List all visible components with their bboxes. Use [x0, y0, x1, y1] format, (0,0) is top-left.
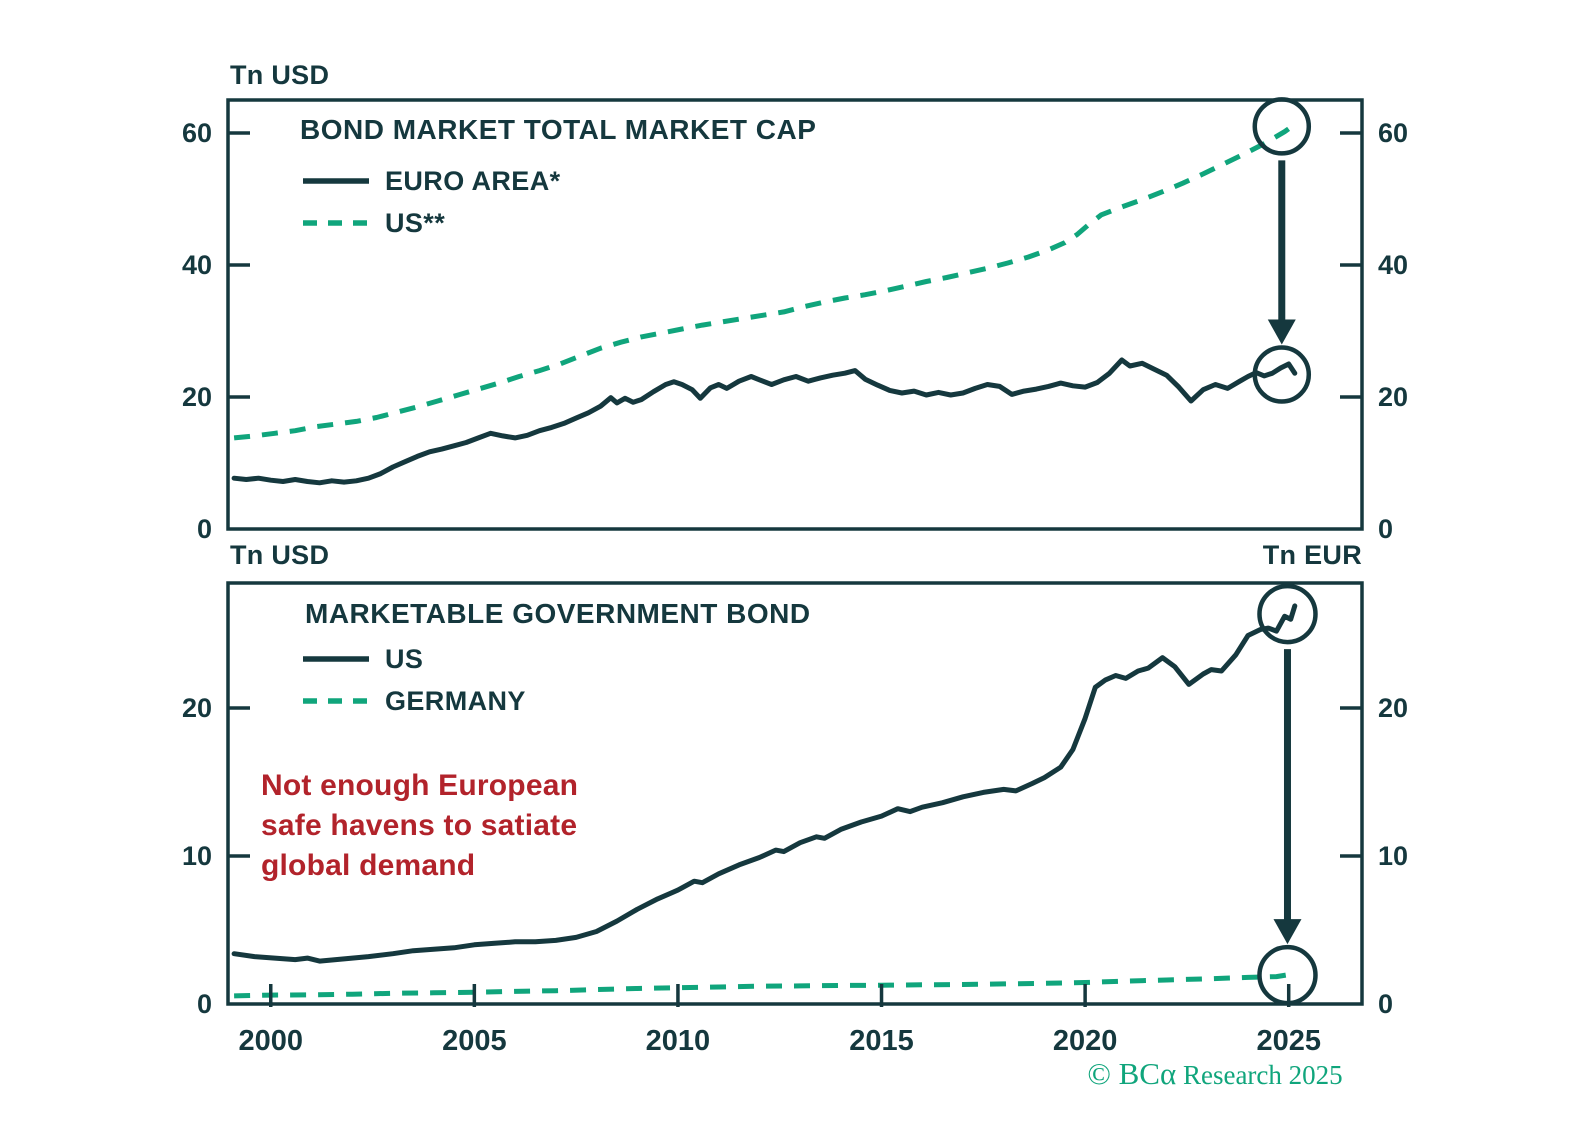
y-tick-label-left: 60 [182, 118, 212, 148]
y-tick-label-right: 10 [1378, 841, 1408, 871]
germany-line [234, 971, 1296, 999]
legend-label: US** [385, 207, 446, 238]
y-tick-label-right: 40 [1378, 250, 1408, 280]
legend-label: GERMANY [385, 685, 526, 716]
y-tick-label-right: 60 [1378, 118, 1408, 148]
plot-border [226, 98, 1364, 531]
y-tick-label-right: 20 [1378, 693, 1408, 723]
bca-logo: © BCα [1087, 1056, 1177, 1091]
legend-line-sample [303, 178, 369, 184]
y-tick-label-left: 0 [197, 514, 212, 544]
y-tick-label-left: 0 [197, 989, 212, 1019]
source-credit-text: Research 2025 [1176, 1060, 1343, 1090]
x-tick-label: 2015 [849, 1025, 914, 1057]
x-tick-label: 2010 [646, 1025, 711, 1057]
comparison-arrow-head [1273, 919, 1302, 945]
legend-item-germany: GERMANY [303, 680, 526, 722]
us-line [231, 603, 1298, 964]
bottom-chart-unit-label-right: Tn EUR [1262, 540, 1362, 570]
top-chart-title: BOND MARKET TOTAL MARKET CAP [300, 114, 817, 145]
legend-line-sample [303, 220, 369, 226]
y-tick-label-left: 40 [182, 250, 212, 280]
y-tick-label-right: 0 [1378, 989, 1393, 1019]
endpoint-circle-euro-area [1252, 345, 1312, 404]
endpoint-circle-us [1257, 583, 1318, 645]
legend-label: EURO AREA* [385, 165, 561, 196]
legend-item-euro-area: EURO AREA* [303, 160, 561, 202]
legend-item-us: US [303, 638, 526, 680]
bottom-chart-title: MARKETABLE GOVERNMENT BOND [305, 598, 811, 629]
top-chart-legend: EURO AREA* US** [303, 160, 561, 244]
endpoint-circle-us [1252, 97, 1312, 156]
y-tick-label-right: 20 [1378, 382, 1408, 412]
y-tick-label-left: 10 [182, 841, 212, 871]
y-tick-label-left: 20 [182, 693, 212, 723]
top-chart-unit-label-left: Tn USD [230, 60, 330, 90]
annotation-not-enough-safe-havens: Not enough European safe havens to satia… [261, 769, 579, 882]
legend-label: US [385, 643, 424, 674]
bottom-chart-legend: US GERMANY [303, 638, 526, 722]
legend-line-sample [303, 656, 369, 662]
y-tick-label-right: 0 [1378, 514, 1393, 544]
legend-item-us: US** [303, 202, 561, 244]
x-tick-label: 2005 [442, 1025, 507, 1057]
euro-area-line [231, 357, 1298, 486]
source-credit: © BCα Research 2025 [1020, 1056, 1410, 1092]
comparison-arrow-head [1267, 319, 1296, 345]
x-tick-label: 2000 [238, 1025, 303, 1057]
legend-line-sample [303, 698, 369, 704]
bottom-chart-unit-label-left: Tn USD [230, 540, 330, 570]
x-tick-label: 2020 [1053, 1025, 1118, 1057]
plot-border [226, 581, 1364, 1006]
x-tick-label: 2025 [1256, 1025, 1321, 1057]
y-tick-label-left: 20 [182, 382, 212, 412]
us-line [233, 122, 1297, 441]
